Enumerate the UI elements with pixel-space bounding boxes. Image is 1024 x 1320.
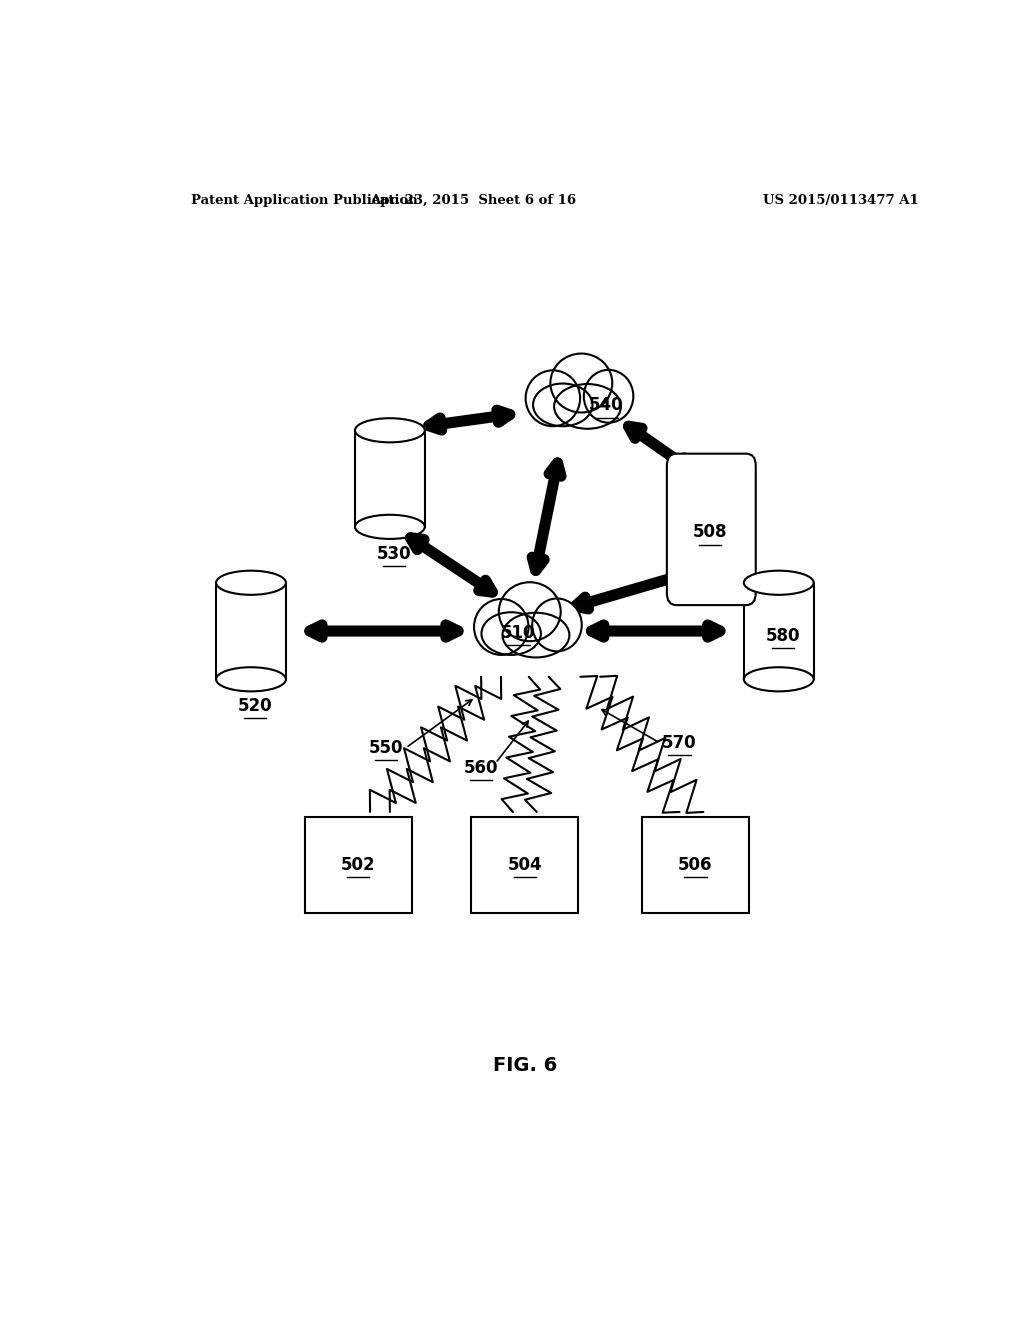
FancyArrowPatch shape xyxy=(629,426,691,470)
Text: 506: 506 xyxy=(678,855,713,874)
Ellipse shape xyxy=(532,598,582,651)
FancyBboxPatch shape xyxy=(667,454,756,605)
Text: 530: 530 xyxy=(377,545,412,562)
FancyArrowPatch shape xyxy=(411,537,493,593)
Bar xyxy=(216,582,286,680)
Text: US 2015/0113477 A1: US 2015/0113477 A1 xyxy=(763,194,919,207)
Text: 540: 540 xyxy=(589,396,624,414)
Text: 550: 550 xyxy=(369,739,403,756)
Bar xyxy=(355,430,425,527)
FancyArrowPatch shape xyxy=(429,411,510,430)
Text: 508: 508 xyxy=(692,524,727,541)
FancyArrowPatch shape xyxy=(532,463,561,570)
Ellipse shape xyxy=(743,570,814,595)
Bar xyxy=(304,817,412,913)
Text: FIG. 6: FIG. 6 xyxy=(493,1056,557,1074)
Text: 580: 580 xyxy=(766,627,800,645)
Text: 520: 520 xyxy=(238,697,272,715)
Ellipse shape xyxy=(216,570,286,595)
Ellipse shape xyxy=(534,384,593,426)
Ellipse shape xyxy=(474,599,528,655)
Ellipse shape xyxy=(525,371,581,426)
Text: 570: 570 xyxy=(663,734,697,752)
Text: 510: 510 xyxy=(501,624,536,642)
Bar xyxy=(743,582,814,680)
Text: 502: 502 xyxy=(341,855,376,874)
FancyArrowPatch shape xyxy=(592,624,720,638)
FancyArrowPatch shape xyxy=(575,572,685,609)
Ellipse shape xyxy=(584,370,633,422)
Ellipse shape xyxy=(481,612,541,655)
Ellipse shape xyxy=(503,612,569,657)
Text: 504: 504 xyxy=(508,855,542,874)
Text: Patent Application Publication: Patent Application Publication xyxy=(191,194,418,207)
Ellipse shape xyxy=(499,582,561,642)
Ellipse shape xyxy=(355,418,425,442)
Ellipse shape xyxy=(550,354,612,412)
Text: 560: 560 xyxy=(464,759,499,777)
FancyArrowPatch shape xyxy=(310,624,458,638)
Ellipse shape xyxy=(554,384,621,429)
Bar xyxy=(642,817,749,913)
Text: Apr. 23, 2015  Sheet 6 of 16: Apr. 23, 2015 Sheet 6 of 16 xyxy=(370,194,577,207)
Bar xyxy=(471,817,579,913)
